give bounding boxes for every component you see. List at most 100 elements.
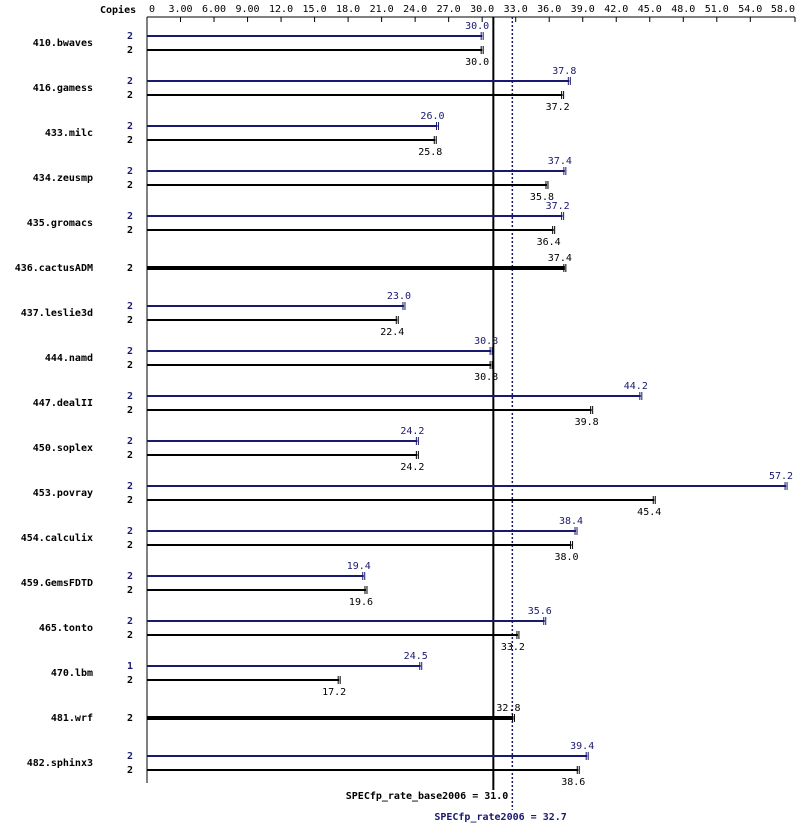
value-label: 39.8 xyxy=(575,417,599,428)
category-label: 434.zeusmp xyxy=(33,173,93,184)
x-tick-label: 24.0 xyxy=(403,4,427,15)
value-label: 35.8 xyxy=(530,192,554,203)
value-label: 33.2 xyxy=(501,642,525,653)
copies-label: 2 xyxy=(127,166,133,177)
value-label: 25.8 xyxy=(418,147,442,158)
copies-label: 2 xyxy=(127,346,133,357)
copies-label: 2 xyxy=(127,135,133,146)
copies-label: 2 xyxy=(127,571,133,582)
category-label: 433.milc xyxy=(45,127,93,139)
copies-label: 2 xyxy=(127,211,133,222)
x-tick-label: 15.0 xyxy=(303,4,327,15)
value-label: 24.5 xyxy=(404,651,428,662)
copies-label: 2 xyxy=(127,616,133,627)
copies-label: 2 xyxy=(127,263,133,274)
x-tick-label: 18.0 xyxy=(336,4,360,15)
copies-label: 2 xyxy=(127,405,133,416)
copies-label: 2 xyxy=(127,90,133,101)
x-tick-label: 54.0 xyxy=(738,4,762,15)
category-label: 481.wrf xyxy=(51,713,93,724)
category-label: 436.cactusADM xyxy=(15,263,93,274)
category-label: 482.sphinx3 xyxy=(27,757,93,769)
x-tick-label: 30.0 xyxy=(470,4,494,15)
value-label: 30.0 xyxy=(465,57,489,68)
copies-label: 2 xyxy=(127,675,133,686)
x-tick-label: 33.0 xyxy=(504,4,528,15)
copies-label: 1 xyxy=(127,661,133,672)
copies-label: 2 xyxy=(127,585,133,596)
value-label: 19.4 xyxy=(347,561,371,572)
value-label: 26.0 xyxy=(420,111,444,122)
reference-value: 32.7 xyxy=(543,812,567,823)
axis-label: Copies xyxy=(100,4,136,16)
value-label: 32.8 xyxy=(496,703,520,714)
copies-label: 2 xyxy=(127,450,133,461)
value-label: 30.8 xyxy=(474,372,498,383)
value-label: 37.4 xyxy=(548,156,572,167)
category-label: 410.bwaves xyxy=(33,38,93,49)
x-tick-label: 48.0 xyxy=(671,4,695,15)
copies-label: 2 xyxy=(127,360,133,371)
value-label: 30.0 xyxy=(465,21,489,32)
category-label: 435.gromacs xyxy=(27,218,93,229)
copies-label: 2 xyxy=(127,481,133,492)
value-label: 36.4 xyxy=(537,237,561,248)
value-label: 17.2 xyxy=(322,687,346,698)
value-label: 24.2 xyxy=(400,462,424,473)
category-label: 447.dealII xyxy=(33,398,93,409)
x-tick-label: 39.0 xyxy=(571,4,595,15)
copies-label: 2 xyxy=(127,315,133,326)
copies-label: 2 xyxy=(127,391,133,402)
category-label: 416.gamess xyxy=(33,83,93,94)
reference-label: SPECfp_rate2006 = 32.7 xyxy=(434,812,566,823)
copies-label: 2 xyxy=(127,31,133,42)
x-tick-label: 45.0 xyxy=(638,4,662,15)
copies-label: 2 xyxy=(127,76,133,87)
copies-label: 2 xyxy=(127,495,133,506)
reference-label: SPECfp_rate_base2006 = 31.0 xyxy=(346,791,509,802)
value-label: 45.4 xyxy=(637,507,661,518)
copies-label: 2 xyxy=(127,121,133,132)
copies-label: 2 xyxy=(127,751,133,762)
category-label: 454.calculix xyxy=(21,532,93,544)
value-label: 38.6 xyxy=(561,777,585,788)
copies-label: 2 xyxy=(127,301,133,312)
x-tick-label: 42.0 xyxy=(604,4,628,15)
x-tick-label: 0 xyxy=(149,4,155,15)
category-label: 444.namd xyxy=(45,353,93,364)
value-label: 35.6 xyxy=(528,606,552,617)
value-label: 38.4 xyxy=(559,516,583,527)
copies-label: 2 xyxy=(127,540,133,551)
copies-label: 2 xyxy=(127,45,133,56)
copies-label: 2 xyxy=(127,180,133,191)
value-label: 37.2 xyxy=(546,102,570,113)
reference-value: 31.0 xyxy=(484,791,508,802)
copies-label: 2 xyxy=(127,765,133,776)
x-tick-label: 12.0 xyxy=(269,4,293,15)
reference-label-text: SPECfp_rate2006 = xyxy=(434,812,536,823)
value-label: 39.4 xyxy=(570,741,594,752)
category-label: 453.povray xyxy=(33,488,93,499)
x-tick-label: 36.0 xyxy=(537,4,561,15)
category-label: 459.GemsFDTD xyxy=(21,578,93,589)
value-label: 37.2 xyxy=(546,201,570,212)
value-label: 23.0 xyxy=(387,291,411,302)
x-tick-label: 27.0 xyxy=(437,4,461,15)
copies-label: 2 xyxy=(127,630,133,641)
reference-label-text: SPECfp_rate_base2006 = xyxy=(346,791,478,802)
value-label: 37.4 xyxy=(548,253,572,264)
x-tick-label: 3.00 xyxy=(168,4,192,15)
x-tick-label: 6.00 xyxy=(202,4,226,15)
x-tick-label: 58.0 xyxy=(771,4,795,15)
category-label: 450.soplex xyxy=(33,443,93,454)
x-tick-label: 51.0 xyxy=(705,4,729,15)
value-label: 19.6 xyxy=(349,597,373,608)
copies-label: 2 xyxy=(127,713,133,724)
value-label: 24.2 xyxy=(400,426,424,437)
copies-label: 2 xyxy=(127,526,133,537)
value-label: 37.8 xyxy=(552,66,576,77)
category-label: 470.lbm xyxy=(51,668,93,679)
value-label: 44.2 xyxy=(624,381,648,392)
